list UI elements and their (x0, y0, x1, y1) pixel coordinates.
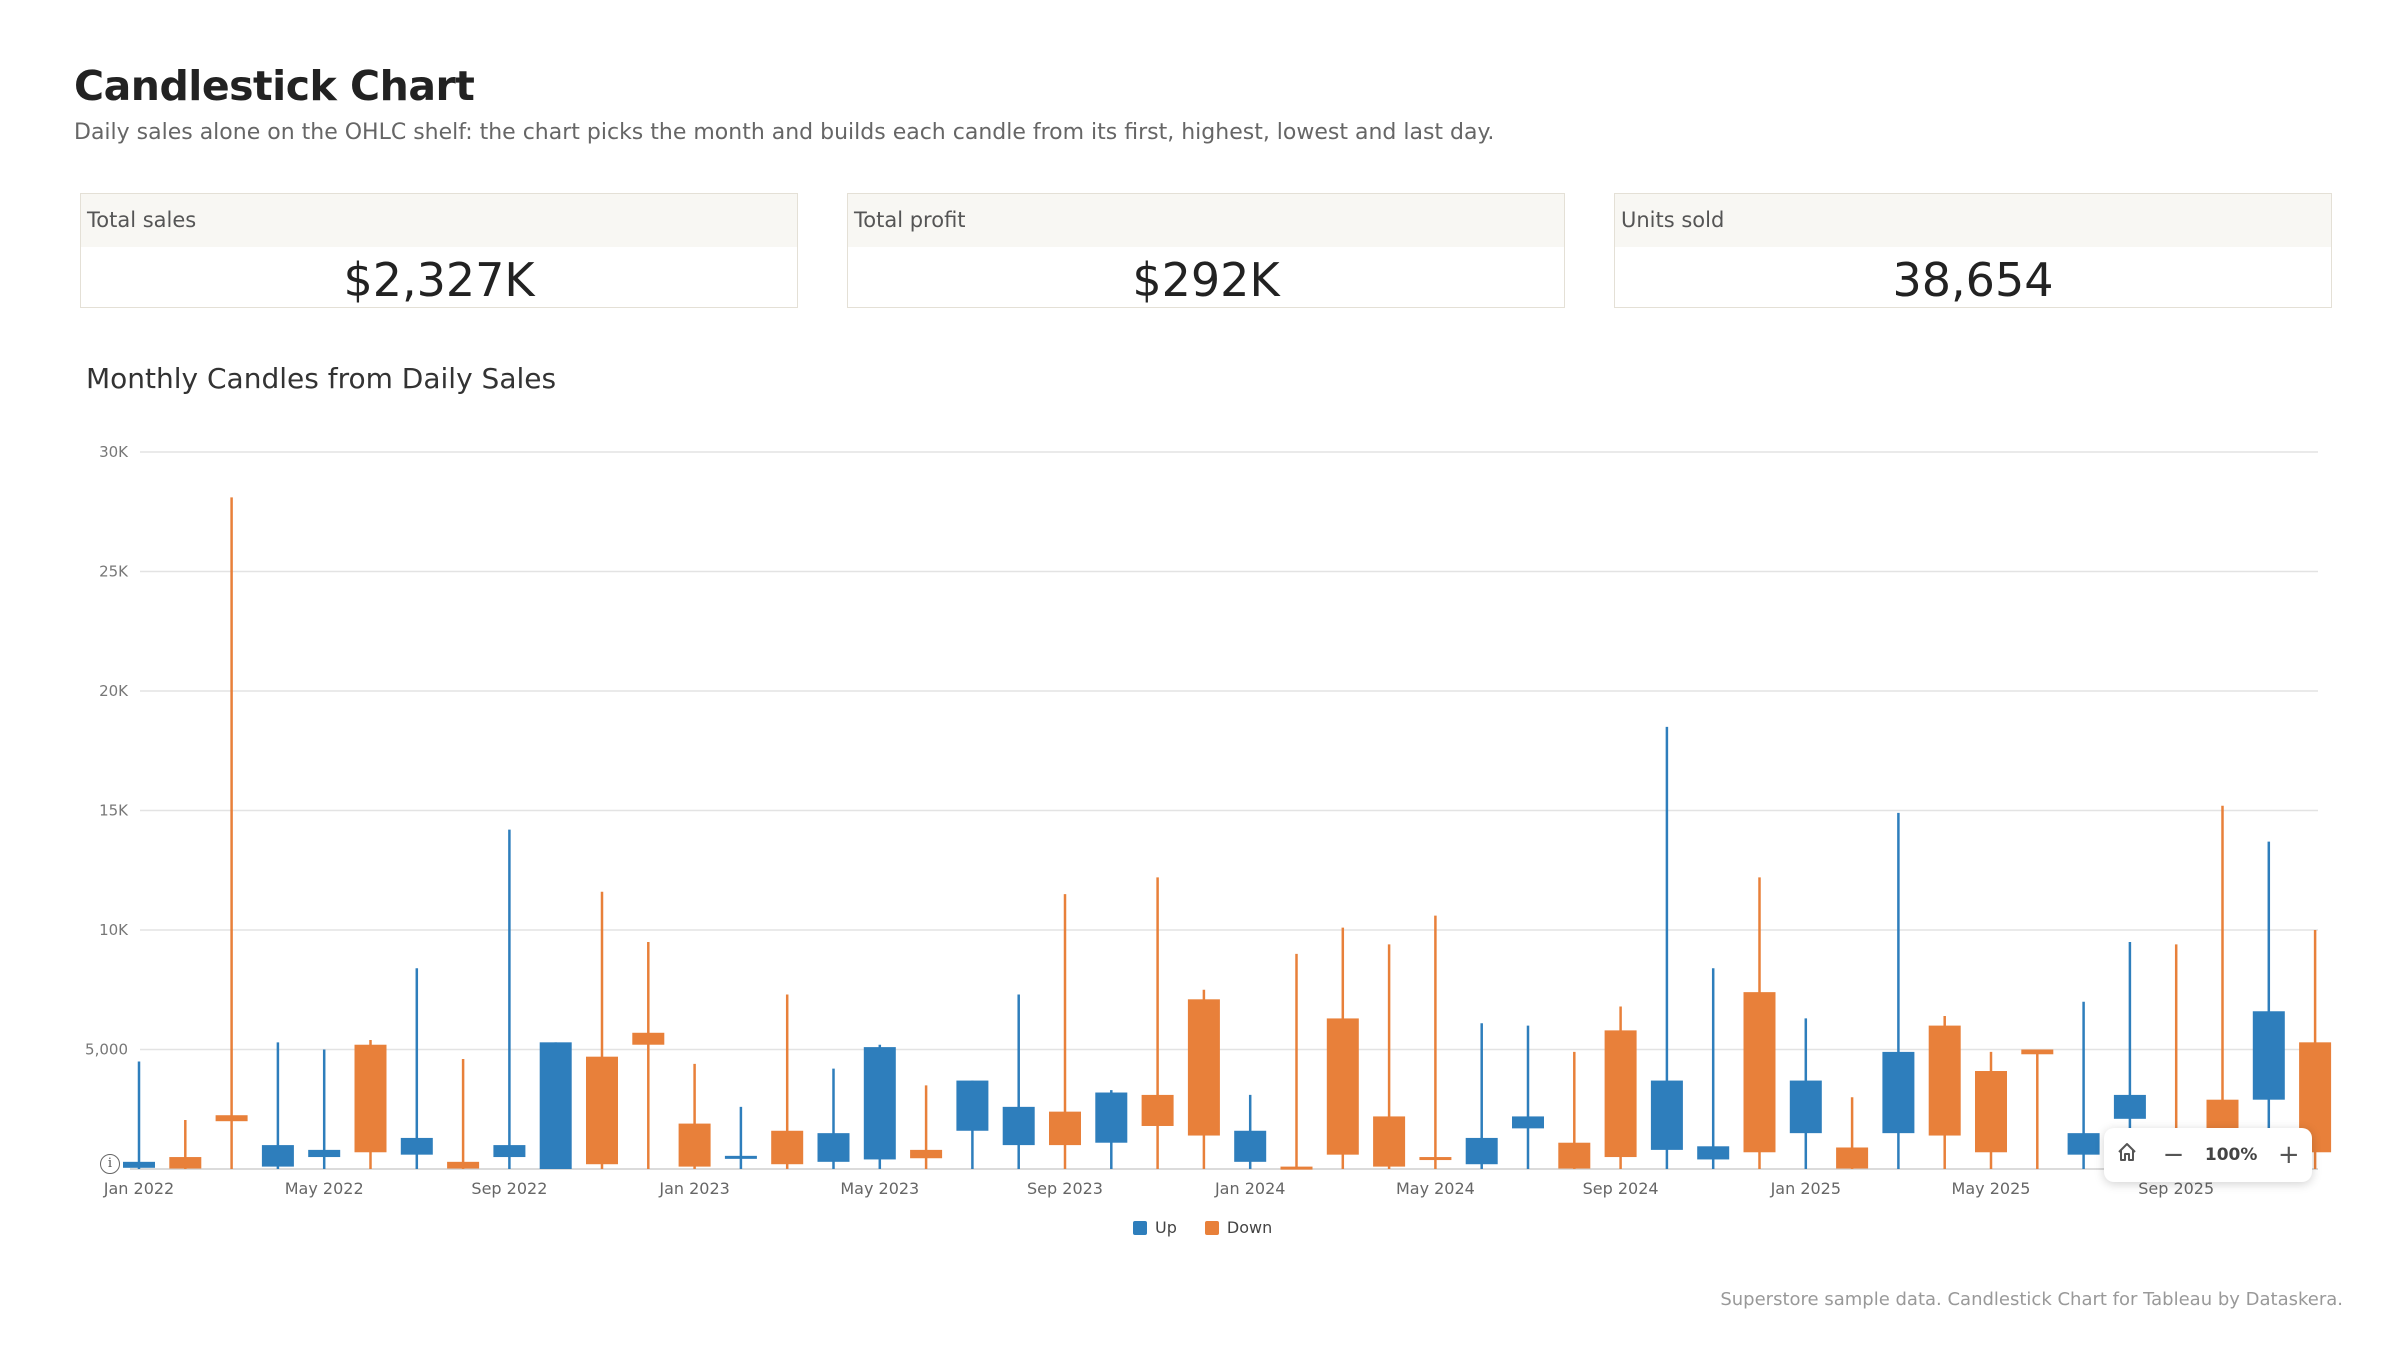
candle-body (724, 1155, 757, 1159)
candle-body (1373, 1116, 1406, 1167)
kpi-card-total-sales: Total sales $2,327K (80, 193, 798, 308)
candle-body (261, 1145, 294, 1167)
candle-body (586, 1056, 618, 1165)
candle-body (817, 1133, 850, 1162)
legend-swatch-up (1133, 1220, 1147, 1235)
candle-body (2113, 1094, 2146, 1119)
candle-body (215, 1115, 248, 1122)
x-tick-label: May 2024 (1396, 1179, 1475, 1198)
candle-body (1187, 999, 1220, 1136)
y-tick-label: 10K (99, 921, 129, 939)
candle-body (1743, 992, 1776, 1153)
candle-body (956, 1080, 989, 1131)
candle-body (1604, 1030, 1637, 1158)
candle-body (123, 1161, 155, 1168)
kpi-card-total-profit: Total profit $292K (847, 193, 1565, 308)
zoom-in-icon[interactable]: + (2277, 1140, 2300, 1170)
candle-body (1465, 1137, 1498, 1165)
candle-body (1419, 1157, 1452, 1161)
candle-body (1512, 1116, 1544, 1129)
kpi-label: Total sales (81, 194, 797, 247)
y-tick-label: 30K (99, 443, 129, 461)
x-tick-label: Jan 2022 (103, 1179, 174, 1198)
candle-body (1558, 1142, 1591, 1169)
info-icon[interactable]: i (100, 1154, 120, 1174)
x-tick-label: Sep 2023 (1027, 1179, 1103, 1198)
x-tick-label: May 2025 (1952, 1179, 2031, 1198)
kpi-value: $2,327K (343, 253, 535, 307)
candle-body (169, 1157, 202, 1169)
candle-body (2067, 1133, 2100, 1155)
legend-swatch-down (1204, 1220, 1219, 1235)
y-tick-label: 20K (99, 682, 129, 700)
candle-body (632, 1032, 665, 1045)
candle-body (493, 1145, 526, 1158)
candle-body (1975, 1071, 2007, 1153)
candle-body (771, 1130, 804, 1165)
kpi-value: 38,654 (1892, 253, 2054, 307)
footer-note: Superstore sample data. Candlestick Char… (1720, 1289, 2343, 1310)
home-icon[interactable] (2112, 1140, 2142, 1170)
candle-body (1095, 1092, 1128, 1143)
candle-body (400, 1137, 433, 1155)
candle-body (2021, 1049, 2054, 1055)
y-tick-label: 5,000 (85, 1041, 128, 1059)
legend-label-down: Down (1226, 1218, 1273, 1237)
x-tick-label: Sep 2022 (471, 1179, 547, 1198)
candle-body (1234, 1130, 1267, 1162)
candle-body (1697, 1146, 1730, 1160)
y-tick-label: 25K (99, 563, 129, 581)
x-tick-label: Sep 2024 (1583, 1179, 1659, 1198)
x-tick-label: Jan 2023 (658, 1179, 729, 1198)
kpi-label: Units sold (1615, 194, 2331, 247)
x-tick-label: May 2023 (840, 1179, 919, 1198)
candle-body (447, 1161, 480, 1169)
x-tick-label: Sep 2025 (2138, 1179, 2214, 1198)
candle-body (308, 1149, 341, 1158)
candle-body (354, 1044, 387, 1153)
chart-title: Monthly Candles from Daily Sales (86, 362, 557, 395)
candle-body (539, 1042, 572, 1169)
zoom-out-icon[interactable]: − (2162, 1140, 2185, 1170)
candle-body (1650, 1080, 1683, 1150)
candle-body (1928, 1025, 1961, 1136)
legend-item-up[interactable]: Up (1133, 1218, 1177, 1237)
zoom-level: 100% (2204, 1145, 2258, 1165)
x-tick-label: Jan 2025 (1770, 1179, 1841, 1198)
x-tick-label: May 2022 (285, 1179, 364, 1198)
kpi-value: $292K (1132, 253, 1280, 307)
candle-body (1836, 1147, 1869, 1169)
candle-body (1789, 1080, 1822, 1134)
candle-body (1882, 1051, 1915, 1134)
candle-body (678, 1123, 711, 1167)
candle-body (1326, 1018, 1359, 1155)
legend-item-down[interactable]: Down (1204, 1218, 1273, 1237)
y-tick-label: 15K (99, 802, 129, 820)
candle-body (1049, 1111, 1081, 1146)
chart-legend: Up Down (1133, 1218, 1272, 1237)
candle-body (863, 1047, 896, 1160)
zoom-control: − 100% + (2104, 1128, 2312, 1182)
legend-label-up: Up (1155, 1218, 1177, 1237)
page-subtitle: Daily sales alone on the OHLC shelf: the… (74, 120, 1495, 145)
kpi-card-units-sold: Units sold 38,654 (1614, 193, 2332, 308)
candle-body (910, 1149, 943, 1159)
candle-body (1280, 1166, 1313, 1170)
candle-body (1141, 1094, 1174, 1126)
page-title: Candlestick Chart (74, 62, 475, 110)
x-tick-label: Jan 2024 (1214, 1179, 1285, 1198)
candle-body (2252, 1011, 2285, 1100)
kpi-label: Total profit (848, 194, 1564, 247)
candle-body (1002, 1106, 1035, 1146)
